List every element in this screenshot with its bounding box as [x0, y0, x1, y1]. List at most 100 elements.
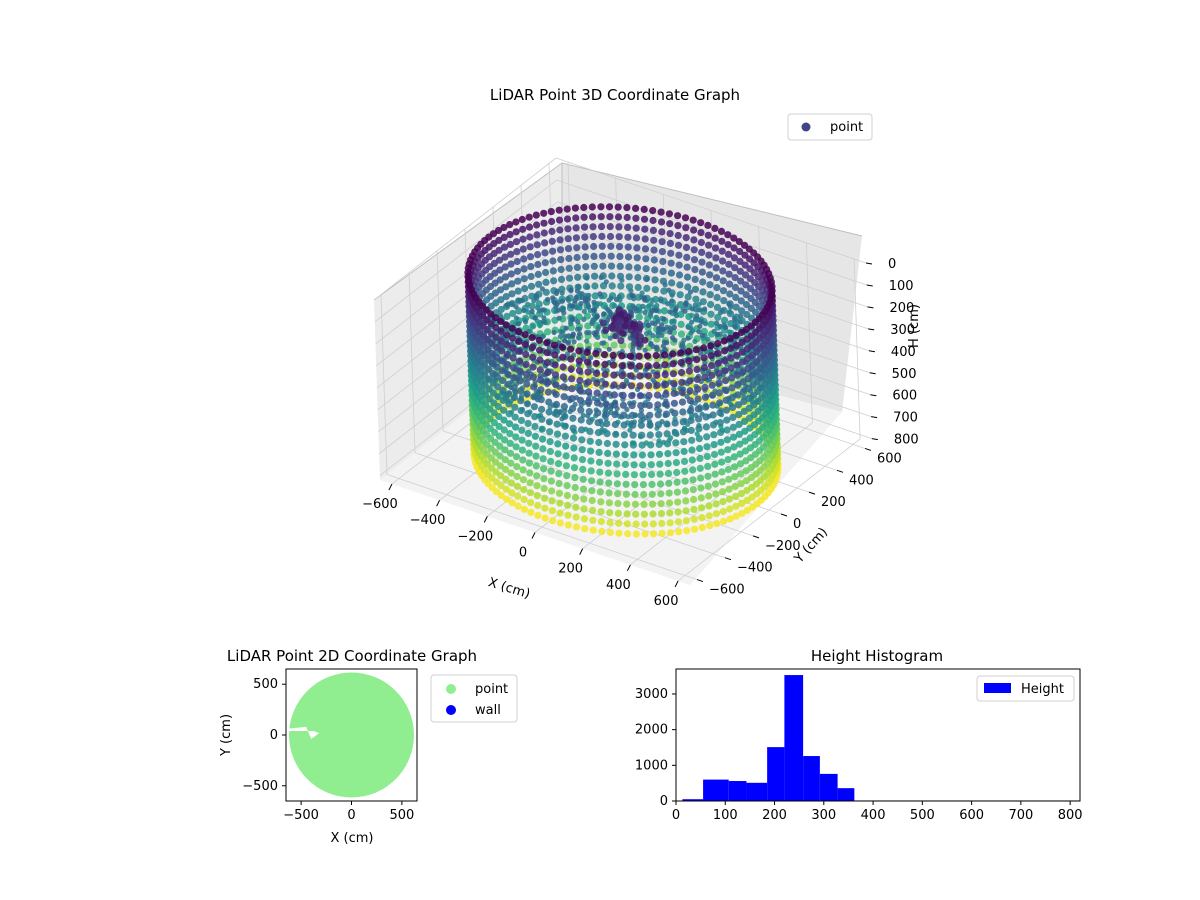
- point-3d: [736, 440, 744, 448]
- point-3d: [525, 449, 533, 457]
- point-3d: [660, 326, 666, 332]
- point-3d: [596, 478, 604, 486]
- point-cloud-3d: [464, 203, 782, 538]
- point-3d: [527, 263, 535, 271]
- point-3d: [696, 454, 704, 462]
- point-3d: [672, 459, 681, 467]
- point-3d: [584, 358, 592, 366]
- point-3d: [501, 263, 509, 271]
- point-3d: [632, 520, 640, 528]
- point-3d: [507, 469, 515, 477]
- point-3d: [686, 377, 694, 385]
- point-3d: [719, 507, 727, 516]
- point-3d: [732, 293, 740, 301]
- point-3d: [644, 362, 652, 370]
- point-3d: [727, 354, 735, 362]
- point-3d: [645, 391, 653, 400]
- point-3d: [707, 362, 716, 370]
- point-3d: [705, 492, 713, 500]
- point-3d: [738, 338, 746, 346]
- point-3d: [704, 221, 712, 229]
- point-3d: [523, 390, 531, 398]
- point-3d: [585, 408, 593, 416]
- point-3d: [680, 447, 688, 456]
- point-3d: [577, 416, 585, 424]
- point-3d: [551, 361, 559, 369]
- point-3d: [629, 441, 638, 449]
- point-3d: [524, 429, 533, 437]
- point-3d: [612, 450, 621, 458]
- point-3d: [717, 310, 724, 316]
- point-3d: [702, 423, 711, 431]
- point-3d: [570, 464, 579, 472]
- y-tick-label-3d: 200: [821, 495, 846, 510]
- point-3d: [688, 446, 696, 454]
- point-3d: [723, 436, 732, 444]
- point-3d: [736, 450, 744, 458]
- point-3d: [518, 297, 524, 304]
- point-3d: [555, 479, 563, 488]
- point-3d: [686, 387, 694, 395]
- histogram-bar: [819, 773, 838, 801]
- point-3d: [701, 383, 709, 391]
- x-tick-label-3d: 600: [654, 594, 679, 609]
- point-3d: [601, 360, 609, 369]
- point-3d: [574, 288, 581, 294]
- point-3d: [515, 347, 523, 355]
- point-3d: [555, 206, 563, 214]
- point-3d: [725, 280, 734, 288]
- point-3d: [684, 283, 692, 291]
- point-3d: [725, 260, 733, 268]
- point-3d: [501, 446, 509, 454]
- point-3d: [530, 383, 538, 391]
- point-3d: [703, 433, 711, 441]
- point-3d: [580, 495, 588, 503]
- point-3d: [555, 470, 563, 478]
- point-3d: [509, 354, 517, 362]
- point-3d: [702, 403, 710, 411]
- point-3d: [675, 528, 683, 536]
- point-3d: [716, 409, 724, 417]
- point-3d: [666, 519, 674, 527]
- point-3d: [685, 324, 691, 330]
- point-3d: [517, 407, 525, 415]
- point-3d: [545, 408, 553, 416]
- point-3d: [575, 319, 581, 325]
- x-tick-label-histogram: 0: [672, 808, 680, 823]
- point-3d: [532, 211, 540, 219]
- point-3d: [580, 505, 588, 513]
- point-3d: [544, 328, 552, 336]
- point-3d: [735, 238, 743, 246]
- point-3d: [649, 500, 657, 508]
- point-3d: [632, 214, 640, 222]
- point-3d: [595, 448, 603, 456]
- point-3d: [533, 231, 541, 239]
- point-3d: [666, 287, 672, 293]
- point-3d: [684, 293, 692, 301]
- point-3d: [529, 363, 537, 371]
- point-3d: [653, 344, 660, 350]
- point-3d: [516, 387, 525, 395]
- point-3d: [706, 271, 714, 279]
- point-3d: [550, 277, 558, 285]
- point-3d: [589, 213, 597, 221]
- point-3d: [720, 316, 729, 324]
- point-3d: [740, 398, 748, 406]
- point-3d: [730, 234, 738, 242]
- point-3d: [703, 321, 709, 327]
- point-3d: [495, 412, 503, 421]
- point-3d: [741, 271, 750, 279]
- point-3d: [629, 421, 637, 429]
- point-3d: [570, 454, 578, 462]
- point-3d: [560, 329, 566, 335]
- point-3d: [614, 509, 623, 517]
- point-3d: [595, 438, 603, 447]
- point-3d: [712, 490, 720, 498]
- point-3d: [533, 482, 541, 490]
- point-3d: [496, 462, 504, 470]
- point-3d: [685, 357, 693, 365]
- point-3d: [541, 504, 549, 512]
- point-3d: [510, 384, 518, 392]
- point-3d: [647, 451, 655, 459]
